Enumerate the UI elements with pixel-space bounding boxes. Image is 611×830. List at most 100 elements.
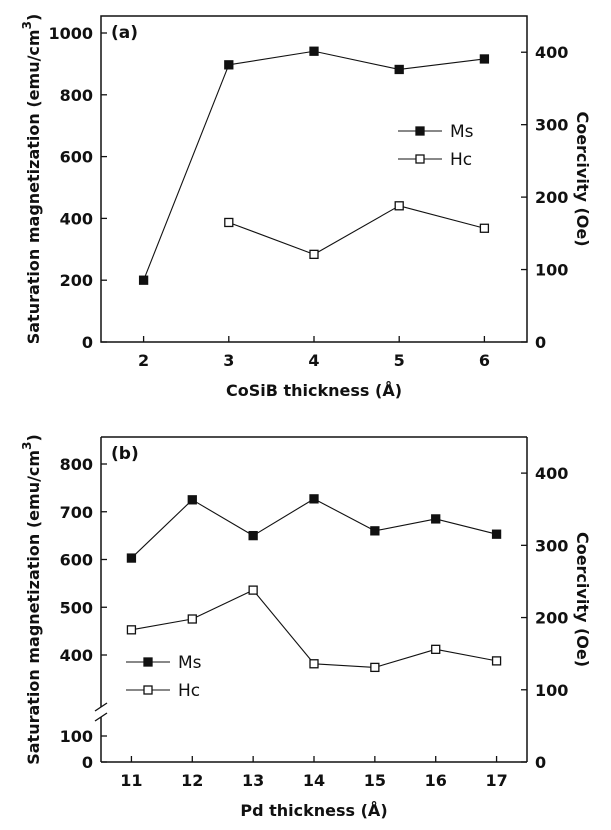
data-point-hc	[431, 644, 441, 654]
y-left-tick-label: 400	[60, 646, 93, 665]
series-line-ms	[435, 518, 497, 535]
y-left-tick-label: 200	[60, 271, 93, 290]
y-left-tick-label: 800	[60, 86, 93, 105]
series-line-ms	[252, 498, 315, 537]
data-point-hc	[126, 625, 137, 635]
data-point-hc	[224, 217, 234, 228]
y-left-tick-label: 400	[60, 209, 93, 228]
data-point-hc	[187, 614, 197, 624]
series-line-ms	[192, 499, 254, 537]
x-tick-label: 3	[223, 351, 234, 370]
data-point-ms	[309, 46, 319, 56]
x-tick-label: 13	[242, 771, 264, 790]
series-line-ms	[399, 58, 485, 71]
y-left-tick-label: 600	[60, 148, 93, 167]
y-right-axis-title: Coercivity (Oe)	[573, 111, 592, 246]
data-point-hc	[248, 585, 258, 595]
y-left-tick-label: 0	[82, 753, 93, 772]
legend-marker-hc	[143, 685, 153, 695]
y-right-tick-label: 400	[535, 43, 568, 62]
y-left-tick-label: 500	[60, 598, 93, 617]
series-line-ms	[228, 50, 315, 66]
x-tick-label: 15	[364, 771, 386, 790]
x-axis-title: CoSiB thickness (Å)	[226, 381, 402, 400]
data-point-ms	[394, 64, 404, 75]
y-left-tick-label: 100	[60, 727, 93, 746]
data-point-ms	[491, 529, 502, 539]
x-tick-label: 12	[181, 771, 203, 790]
y-left-tick-label: 700	[60, 503, 93, 522]
data-point-ms	[224, 60, 234, 70]
y-right-tick-label: 200	[535, 188, 568, 207]
series-line-ms	[313, 50, 400, 70]
plot-frame	[100, 15, 528, 343]
data-point-ms	[370, 526, 380, 536]
y-left-axis-title-superscript: 3	[20, 442, 34, 450]
x-tick-label: 14	[303, 771, 325, 790]
legend-marker-ms	[415, 126, 425, 136]
x-tick-label: 17	[485, 771, 507, 790]
series-line-hc	[399, 205, 485, 229]
y-left-tick-label: 600	[60, 551, 93, 570]
y-left-tick-label: 0	[82, 333, 93, 352]
data-point-ms	[309, 494, 319, 504]
data-point-ms	[138, 275, 149, 285]
series-line-hc	[192, 589, 254, 620]
series-line-hc	[228, 221, 315, 255]
x-tick-label: 11	[120, 771, 142, 790]
y-left-axis-title-text: Saturation magnetization (emu/cm	[24, 450, 43, 765]
y-left-axis-title-close: )	[24, 434, 43, 441]
series-line-hc	[252, 589, 315, 665]
y-right-tick-label: 300	[535, 536, 568, 555]
series-line-hc	[313, 663, 375, 668]
axis-break-mark	[94, 712, 108, 722]
series-line-hc	[131, 618, 193, 631]
y-left-axis-title: Saturation magnetization (emu/cm3)	[20, 434, 43, 765]
legend-label-hc: Hc	[450, 150, 472, 170]
y-left-axis-title-close: )	[24, 14, 43, 21]
y-right-tick-label: 100	[535, 681, 568, 700]
series-line-hc	[374, 648, 436, 668]
y-right-tick-label: 0	[535, 333, 546, 352]
y-left-axis-title: Saturation magnetization (emu/cm3)	[20, 14, 43, 345]
data-point-ms	[187, 495, 197, 505]
x-tick-label: 5	[394, 351, 405, 370]
data-point-hc	[309, 659, 319, 669]
series-line-hc	[435, 648, 497, 662]
y-left-tick-label: 800	[60, 455, 93, 474]
data-point-hc	[394, 201, 404, 211]
x-axis-title: Pd thickness (Å)	[240, 801, 387, 820]
panel-b-chart: 11 12 13 14 15 16 17 Pd thickness (Å) 0 100 400 500…	[20, 434, 592, 820]
y-right-tick-label: 100	[535, 261, 568, 280]
data-point-hc	[479, 223, 490, 233]
legend-label-hc: Hc	[178, 681, 200, 701]
series-line-ms	[131, 499, 193, 559]
panel-a-chart: 2 3 4 5 6 CoSiB thickness (Å) 0 200 400 600 800 100…	[20, 14, 592, 400]
y-right-axis-title: Coercivity (Oe)	[573, 532, 592, 667]
data-point-ms	[431, 514, 441, 524]
legend-marker-ms	[143, 657, 153, 667]
x-tick-label: 16	[425, 771, 447, 790]
legend-marker-hc	[415, 154, 425, 164]
y-left-axis-title-superscript: 3	[20, 21, 34, 29]
series-line-ms	[374, 518, 436, 532]
panel-label: (a)	[111, 23, 138, 43]
axis-break-mark	[94, 702, 108, 712]
series-line-ms	[143, 64, 230, 281]
data-point-hc	[370, 662, 380, 673]
y-right-tick-label: 0	[535, 753, 546, 772]
legend-label-ms: Ms	[178, 653, 202, 673]
y-right-tick-label: 200	[535, 609, 568, 628]
y-left-axis-title-text: Saturation magnetization (emu/cm	[24, 29, 43, 344]
series-line-hc	[313, 205, 400, 255]
data-point-hc	[309, 249, 319, 259]
x-tick-label: 2	[138, 351, 149, 370]
y-left-tick-label: 1000	[48, 24, 93, 43]
data-point-ms	[126, 553, 137, 563]
x-tick-label: 4	[308, 351, 319, 370]
y-right-tick-label: 300	[535, 116, 568, 135]
y-right-tick-label: 400	[535, 464, 568, 483]
series-line-ms	[313, 498, 376, 532]
data-point-ms	[479, 54, 490, 64]
